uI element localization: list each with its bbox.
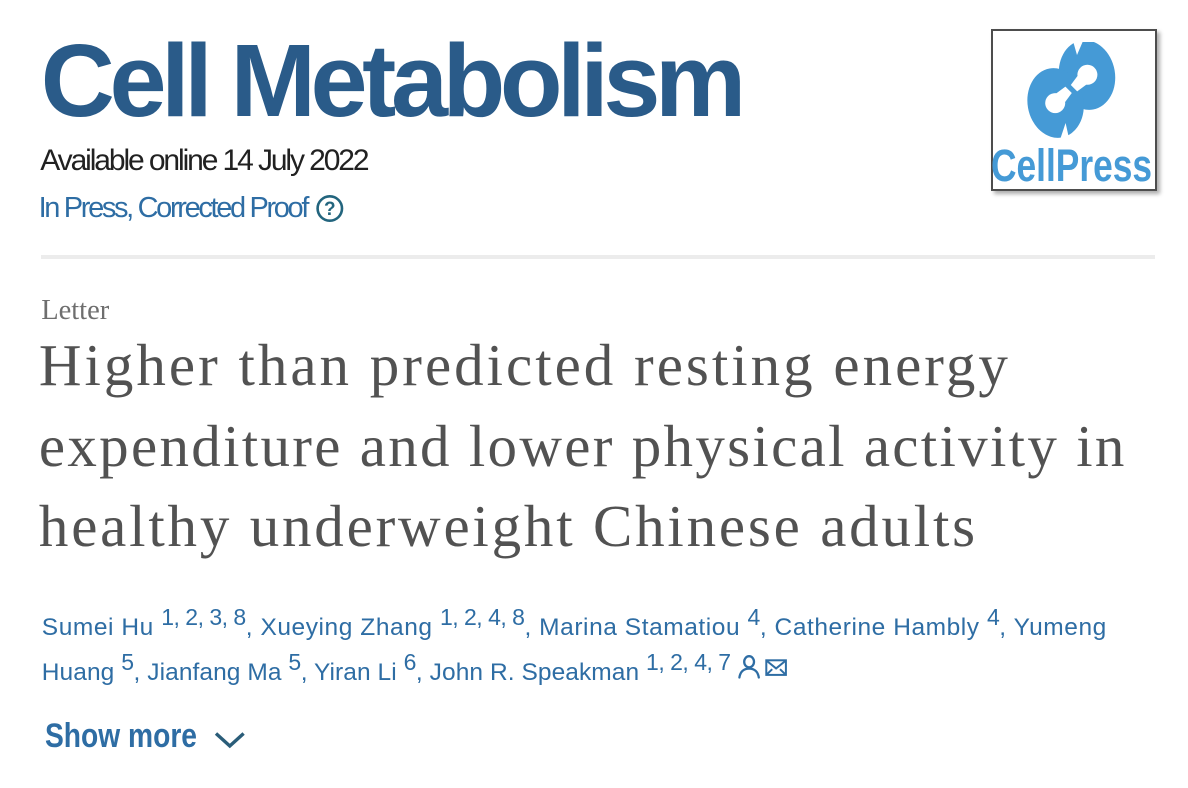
- svg-text:?: ?: [324, 199, 336, 220]
